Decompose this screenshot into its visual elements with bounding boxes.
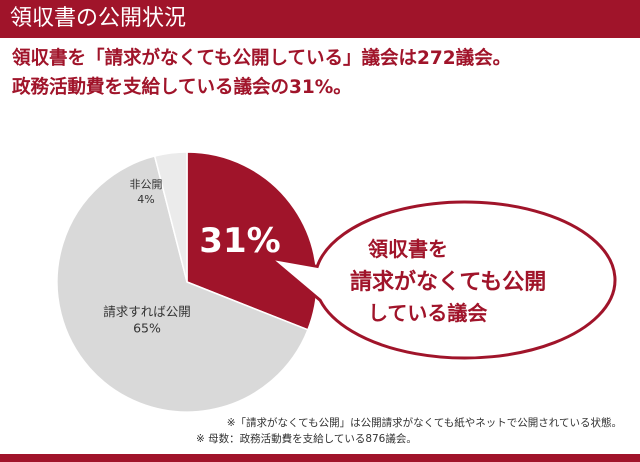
callout-line-2: 請求がなくても公開 <box>350 269 546 295</box>
callout-bubble: 領収書を 請求がなくても公開 している議会 <box>264 200 617 360</box>
callout-line-3: している議会 <box>368 301 487 325</box>
headline-line-1: 領収書を「請求がなくても公開している」議会は272議会。 <box>12 48 512 69</box>
pie-label-name-2: 非公開 <box>130 178 163 191</box>
pie-label-value-1: 65% <box>133 321 161 336</box>
pie-label-name-1: 請求すれば公開 <box>103 304 191 319</box>
footnote-1: ※「請求がなくても公開」は公開請求がなくても紙やネットで公開されている状態。 <box>226 417 622 429</box>
callout-line-1: 領収書を <box>368 237 448 261</box>
callout-shape <box>264 200 617 360</box>
footer-bar <box>0 454 640 462</box>
footnote-2: ※ 母数：政務活動費を支給している876議会。 <box>196 433 417 445</box>
header-bar: 領収書の公開状況 <box>0 0 640 38</box>
headline-line-2: 政務活動費を支給している議会の31%。 <box>12 77 352 98</box>
pie-label-value-0: 31% <box>199 221 280 261</box>
pie-slices <box>56 151 318 413</box>
pie-label-value-2: 4% <box>137 193 154 206</box>
page-title: 領収書の公開状況 <box>10 6 187 31</box>
pie-slice-2 <box>153 151 188 283</box>
pie-labels: 31% 請求すれば公開 65% 非公開 4% <box>103 178 280 336</box>
pie-slice-1 <box>56 155 309 413</box>
pie-slice-0 <box>186 151 318 331</box>
